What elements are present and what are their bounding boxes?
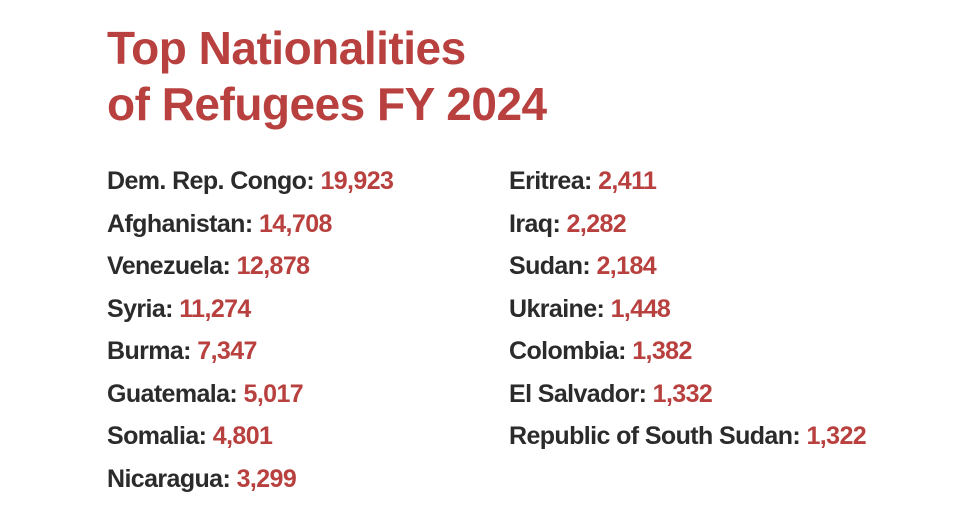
refugee-count: 7,347 — [197, 337, 257, 365]
list-item: Venezuela: 12,878 — [107, 247, 393, 290]
nationality-list-right: Eritrea: 2,411 Iraq: 2,282 Sudan: 2,184 … — [509, 162, 867, 460]
nationality-list-left: Dem. Rep. Congo: 19,923 Afghanistan: 14,… — [107, 162, 394, 503]
page-title: Top Nationalities of Refugees FY 2024 — [107, 20, 547, 132]
country-name: Syria: — [107, 294, 173, 323]
list-item: Nicaragua: 3,299 — [107, 460, 393, 503]
country-name: Guatemala: — [107, 379, 238, 408]
list-item: Guatemala: 5,017 — [107, 375, 393, 418]
refugee-count: 5,017 — [243, 379, 304, 408]
country-name: El Salvador: — [509, 379, 647, 408]
refugee-count: 11,274 — [179, 294, 251, 323]
list-item: Republic of South Sudan: 1,322 — [509, 417, 867, 460]
list-item: Ukraine: 1,448 — [509, 290, 866, 333]
refugee-count: 1,382 — [632, 337, 692, 365]
country-name: Colombia: — [509, 337, 626, 365]
refugee-count: 1,332 — [652, 379, 713, 408]
list-item: Afghanistan: 14,708 — [107, 205, 393, 248]
list-item: Iraq: 2,282 — [509, 205, 866, 248]
list-item: El Salvador: 1,332 — [509, 375, 866, 418]
country-name: Republic of South Sudan: — [509, 422, 801, 450]
country-name: Afghanistan: — [107, 209, 253, 238]
refugee-count: 12,878 — [236, 252, 310, 280]
country-name: Burma: — [107, 337, 192, 365]
list-item: Eritrea: 2,411 — [509, 162, 866, 205]
refugee-count: 3,299 — [236, 464, 297, 493]
refugee-count: 1,322 — [806, 422, 867, 450]
list-item: Somalia: 4,801 — [107, 417, 393, 460]
title-line-1: Top Nationalities — [107, 22, 466, 74]
refugee-count: 4,801 — [212, 422, 273, 450]
country-name: Nicaragua: — [107, 464, 231, 493]
country-name: Ukraine: — [509, 294, 605, 323]
country-name: Venezuela: — [107, 252, 231, 280]
title-line-2: of Refugees FY 2024 — [107, 78, 547, 130]
refugee-count: 2,411 — [598, 167, 657, 195]
country-name: Dem. Rep. Congo: — [107, 167, 315, 195]
country-name: Eritrea: — [509, 167, 592, 195]
list-item: Syria: 11,274 — [107, 290, 393, 333]
country-name: Somalia: — [107, 422, 207, 450]
refugee-count: 2,282 — [566, 209, 627, 238]
refugee-count: 1,448 — [610, 294, 671, 323]
refugee-count: 2,184 — [596, 252, 657, 280]
list-item: Sudan: 2,184 — [509, 247, 866, 290]
refugee-count: 14,708 — [258, 209, 332, 238]
refugee-count: 19,923 — [320, 167, 394, 195]
country-name: Sudan: — [509, 252, 591, 280]
list-item: Dem. Rep. Congo: 19,923 — [107, 162, 394, 205]
list-item: Burma: 7,347 — [107, 332, 393, 375]
country-name: Iraq: — [509, 209, 561, 238]
list-item: Colombia: 1,382 — [509, 332, 866, 375]
